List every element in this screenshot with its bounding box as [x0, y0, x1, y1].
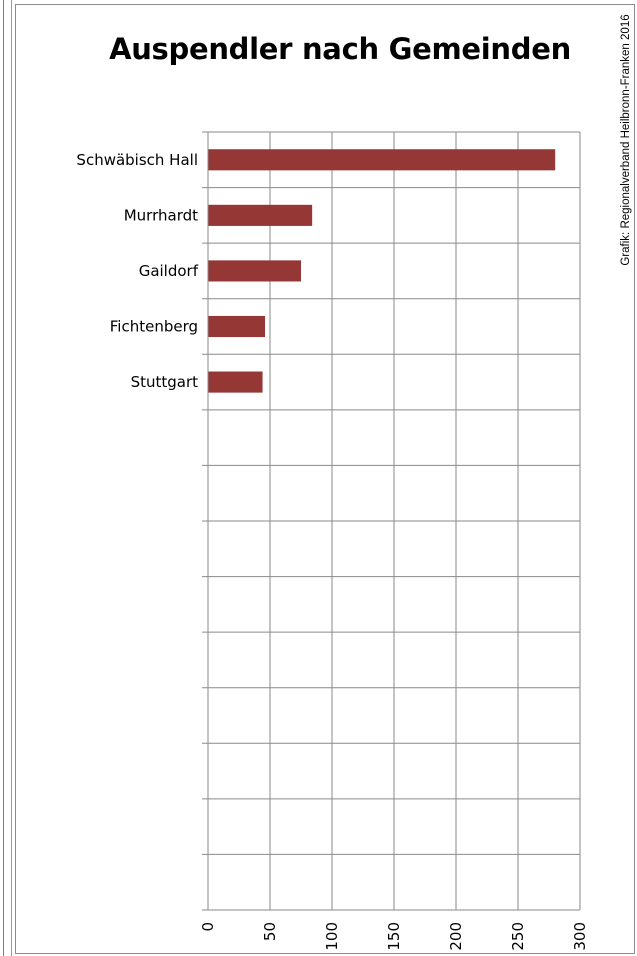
bar	[208, 149, 556, 171]
category-label: Stuttgart	[131, 373, 199, 391]
bar	[208, 371, 263, 393]
x-tick-label: 200	[447, 922, 465, 951]
bars	[208, 149, 556, 393]
bar	[208, 315, 266, 338]
x-tick-label: 100	[323, 922, 341, 951]
grid-lines	[202, 131, 581, 911]
category-label: Schwäbisch Hall	[76, 151, 198, 169]
left-border-rule	[0, 0, 12, 956]
x-tick-label: 150	[385, 922, 403, 951]
category-labels: Schwäbisch Hall Murrhardt Gaildorf Fichtenb…	[76, 151, 198, 391]
x-tick-label: 0	[199, 922, 217, 932]
category-label: Murrhardt	[124, 206, 198, 224]
x-tick-label: 50	[261, 922, 279, 941]
tick-labels: 0 50 100 150 200 250 300	[199, 922, 589, 951]
category-label: Fichtenberg	[110, 318, 198, 336]
bar	[208, 204, 313, 226]
chart-title: Auspendler nach Gemeinden	[109, 32, 571, 66]
x-tick-label: 250	[509, 922, 527, 951]
x-tick-label: 300	[571, 922, 589, 951]
category-label: Gaildorf	[139, 262, 199, 280]
bar	[208, 260, 301, 282]
